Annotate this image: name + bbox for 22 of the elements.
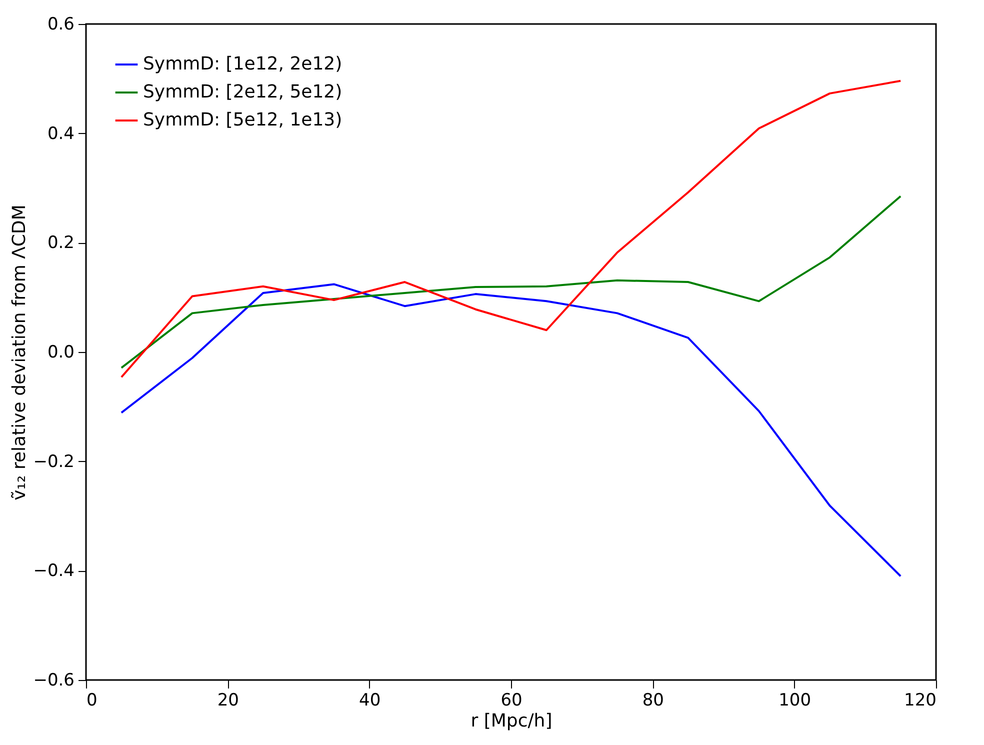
- y-tick-label: −0.4: [33, 561, 74, 582]
- x-axis-title: r [Mpc/h]: [470, 710, 552, 732]
- x-tick-label: 60: [500, 690, 522, 710]
- legend-label: SymmD: [1e12, 2e12): [143, 54, 342, 74]
- line-series: [120, 283, 902, 578]
- x-tick-label: 100: [778, 690, 812, 710]
- legend-label: SymmD: [2e12, 5e12): [143, 82, 342, 102]
- y-tick-label: 0.2: [47, 233, 74, 254]
- y-tick-label: 0.4: [47, 124, 74, 144]
- x-tick-label: 120: [904, 690, 936, 710]
- x-tick-label: 20: [217, 690, 239, 710]
- line-series: [120, 195, 902, 369]
- line-series: [120, 80, 902, 378]
- x-tick-label: 80: [642, 690, 664, 710]
- y-tick-label: 0.6: [47, 14, 74, 34]
- y-tick-label: 0.0: [47, 342, 74, 362]
- y-tick-label: −0.2: [33, 452, 74, 472]
- legend-label: SymmD: [5e12, 1e13): [143, 110, 342, 130]
- y-tick-label: −0.6: [33, 670, 74, 690]
- x-tick-label: 0: [86, 690, 98, 710]
- y-axis-title: ṽ₁₂ relative deviation from ΛCDM: [9, 204, 30, 500]
- x-tick-label: 40: [359, 690, 381, 710]
